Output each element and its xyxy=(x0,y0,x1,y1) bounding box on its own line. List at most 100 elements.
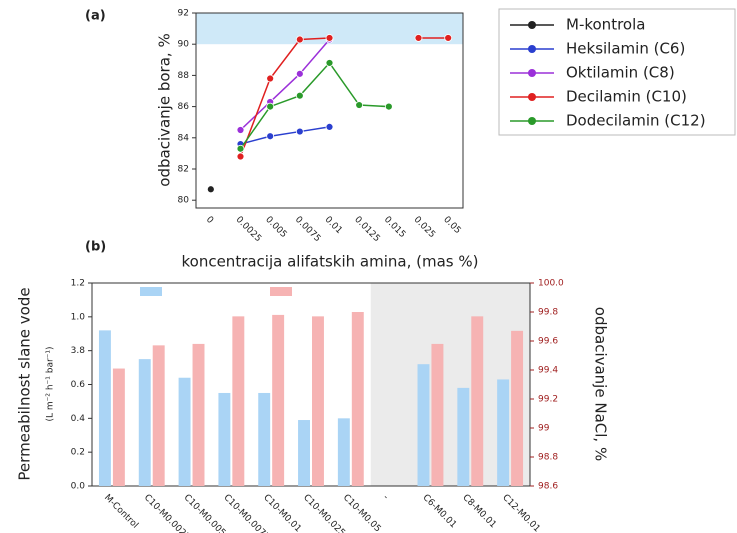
panel-label: (b) xyxy=(85,240,106,255)
bar xyxy=(471,316,484,486)
y-tick-label: 82 xyxy=(178,165,189,175)
legend-label: Oktilamin (C8) xyxy=(566,64,675,82)
data-point xyxy=(236,144,245,153)
bar xyxy=(218,392,231,486)
legend-marker xyxy=(528,21,536,29)
bar xyxy=(417,364,430,486)
x-tick-label: C10-M0.005 xyxy=(182,493,228,533)
bar xyxy=(272,314,285,486)
legend-box xyxy=(498,8,736,136)
x-tick-label: 0.0025 xyxy=(234,215,263,244)
data-point xyxy=(236,126,245,134)
legend-swatch xyxy=(270,287,292,296)
x-tick-label: 0.05 xyxy=(441,215,462,236)
bar xyxy=(192,343,205,486)
y-tick-label: 1.2 xyxy=(71,279,85,289)
bar xyxy=(178,377,191,486)
x-tick-label: 0.005 xyxy=(263,215,288,240)
y-tick-label: 1.0 xyxy=(71,312,86,322)
bar xyxy=(98,330,111,486)
y-tick-label: 86 xyxy=(178,102,190,112)
y-tick-label: 0.2 xyxy=(71,448,85,458)
data-point xyxy=(236,152,245,161)
data-point xyxy=(266,74,275,83)
y2-tick-label: 99.2 xyxy=(538,395,558,405)
y2-tick-label: 98.8 xyxy=(538,453,558,463)
x-tick-label: - xyxy=(381,493,390,502)
data-point xyxy=(295,91,304,100)
plot-frame xyxy=(195,12,464,209)
y-tick-label: 3.8 xyxy=(71,346,86,356)
legend-swatch xyxy=(140,287,162,296)
x-tick-label: C12-M0.01 xyxy=(500,493,542,533)
bar xyxy=(138,359,151,486)
data-point xyxy=(295,35,304,44)
x-tick-label: 0.0075 xyxy=(293,215,322,244)
y-axis-label: odbacivanje bora, % xyxy=(156,33,174,186)
x-tick-label: 0 xyxy=(204,215,215,226)
bar xyxy=(351,312,364,486)
data-point xyxy=(266,132,275,141)
y-axis-label: Permeabilnost slane vode xyxy=(16,287,34,480)
y-tick-label: 0.6 xyxy=(71,380,86,390)
x-tick-label: C8-M0.01 xyxy=(460,493,498,531)
y2-tick-label: 98.6 xyxy=(538,482,558,492)
legend-marker xyxy=(528,45,536,53)
bar xyxy=(312,316,324,486)
legend-label: Dodecilamin (C12) xyxy=(566,112,706,130)
data-point xyxy=(444,34,453,42)
panel-label: (a) xyxy=(85,9,106,24)
x-tick-label: C10-M0.025 xyxy=(301,493,347,533)
y-tick-label: 88 xyxy=(178,71,190,81)
data-point xyxy=(206,185,215,194)
x-tick-label: C6-M0.01 xyxy=(421,493,459,531)
y2-tick-label: 99.6 xyxy=(538,337,558,347)
data-point xyxy=(325,34,334,42)
y2-tick-label: 99.8 xyxy=(538,308,558,318)
data-point xyxy=(325,122,334,131)
x-tick-label: M-Control xyxy=(102,493,140,531)
data-point xyxy=(295,69,304,78)
y-tick-label: 0.0 xyxy=(71,482,86,492)
bar xyxy=(258,392,271,486)
y-tick-label: 0.4 xyxy=(71,414,86,424)
bar xyxy=(511,330,524,486)
y-tick-label: 92 xyxy=(178,9,189,19)
bar xyxy=(298,420,310,486)
y-tick-label: 84 xyxy=(178,133,190,143)
data-point xyxy=(295,127,304,136)
y2-axis-label: odbacivanje NaCl, % xyxy=(592,307,610,461)
bar xyxy=(232,316,245,486)
series-line xyxy=(239,37,449,157)
x-axis-label: koncentracija alifatskih amina, (mas %) xyxy=(182,253,479,271)
legend-marker xyxy=(528,93,536,101)
series-line xyxy=(239,61,389,150)
y2-tick-label: 99.4 xyxy=(538,366,558,376)
data-point xyxy=(266,102,275,111)
y-tick-label: 80 xyxy=(178,196,190,206)
bar xyxy=(112,368,125,486)
x-tick-label: 0.0125 xyxy=(352,215,381,244)
series-line xyxy=(240,126,330,145)
x-tick-label: C10-M0.05 xyxy=(341,493,383,533)
data-point xyxy=(384,102,393,111)
y-axis-unit: (L m⁻² h⁻¹ bar⁻¹) xyxy=(46,346,56,421)
x-tick-label: 0.015 xyxy=(382,215,407,240)
legend-label: Heksilamin (C6) xyxy=(566,40,685,58)
legend-label: M-kontrola xyxy=(566,16,645,34)
data-point xyxy=(414,34,423,42)
y-tick-label: 90 xyxy=(178,40,190,50)
bar xyxy=(457,387,470,486)
x-tick-label: 0.025 xyxy=(412,215,437,240)
bar xyxy=(337,418,350,486)
legend-marker xyxy=(528,117,536,125)
data-point xyxy=(355,101,364,109)
y2-tick-label: 99 xyxy=(538,424,550,434)
series-line xyxy=(239,39,331,131)
data-point xyxy=(325,59,334,67)
x-tick-label: C10-M0.01 xyxy=(261,493,303,533)
bar xyxy=(431,343,444,486)
bar xyxy=(152,345,165,486)
y2-tick-label: 100.0 xyxy=(538,279,564,289)
